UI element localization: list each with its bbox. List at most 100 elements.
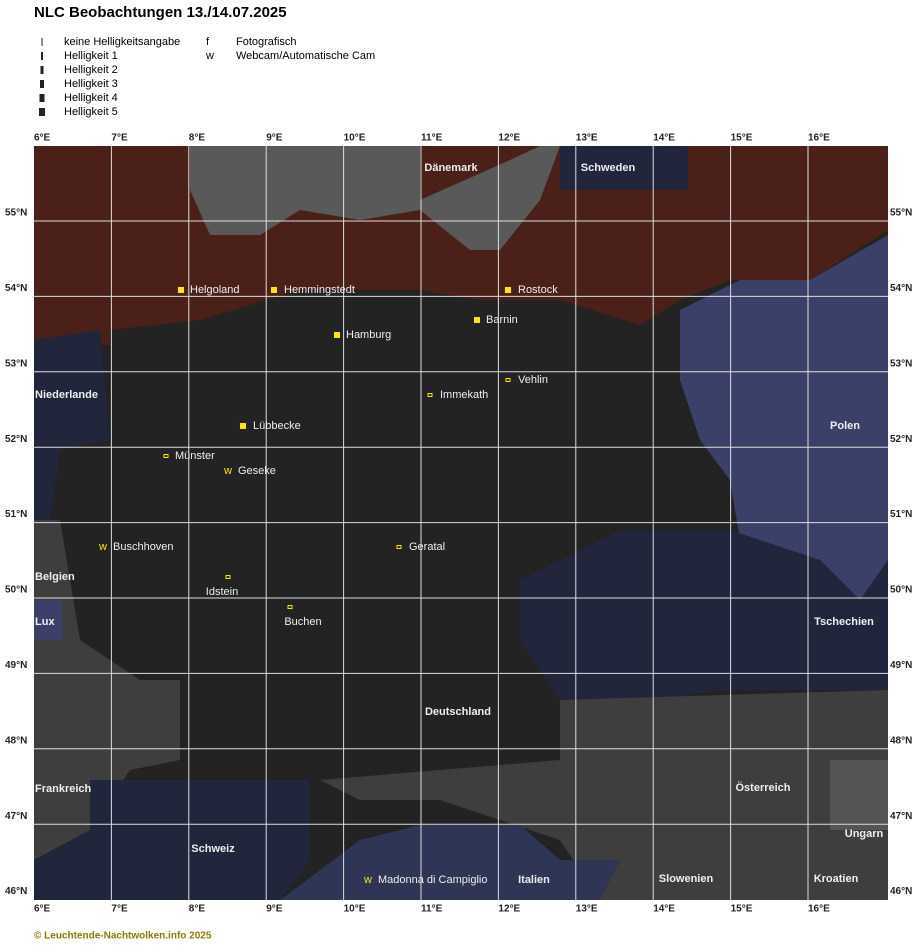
- legend-label: Helligkeit 2: [64, 64, 118, 76]
- lat-label: 53°N: [890, 358, 912, 369]
- station-label: Geseke: [238, 465, 276, 477]
- legend-symbol: w: [205, 50, 214, 62]
- legend-label: Helligkeit 5: [64, 106, 118, 118]
- country-label: Deutschland: [425, 706, 491, 718]
- lat-label: 54°N: [5, 283, 27, 294]
- station-marker: [178, 287, 184, 293]
- lat-label: 55°N: [5, 208, 27, 219]
- station-marker: [505, 287, 511, 293]
- lat-label: 54°N: [890, 283, 912, 294]
- country-label: Frankreich: [35, 783, 92, 795]
- station-marker: [240, 423, 246, 429]
- lat-label: 52°N: [890, 434, 912, 445]
- country-label: Dänemark: [424, 162, 478, 174]
- footer: © Leuchtende-Nachtwolken.info 2025: [34, 931, 212, 942]
- country-label: Italien: [518, 874, 550, 886]
- country-label: Kroatien: [814, 873, 859, 885]
- country-label: Ungarn: [845, 828, 884, 840]
- lat-label: 47°N: [890, 811, 912, 822]
- lon-label: 6°E: [34, 133, 51, 144]
- station-label: Barnin: [486, 314, 518, 326]
- lon-label: 14°E: [653, 904, 675, 915]
- lon-label: 15°E: [731, 904, 753, 915]
- lon-label: 10°E: [344, 904, 366, 915]
- lat-label: 48°N: [890, 735, 912, 746]
- legend-label: Webcam/Automatische Cam: [236, 50, 375, 62]
- station-marker: w: [223, 465, 232, 477]
- country-label: Niederlande: [35, 389, 98, 401]
- station-label: Idstein: [206, 586, 238, 598]
- legend-symbol: [40, 80, 44, 88]
- legend-label: keine Helligkeitsangabe: [64, 36, 180, 48]
- country-label: Tschechien: [814, 616, 874, 628]
- station-label: Helgoland: [190, 284, 240, 296]
- country-label: Schweiz: [191, 843, 235, 855]
- country-label: Österreich: [735, 781, 790, 794]
- country-label: Schweden: [581, 162, 636, 174]
- lon-label: 16°E: [808, 904, 830, 915]
- station-label: Madonna di Campiglio: [378, 874, 487, 886]
- legend-label: Helligkeit 4: [64, 92, 118, 104]
- legend-symbol: [41, 38, 43, 46]
- lon-label: 9°E: [266, 904, 283, 915]
- lat-label: 48°N: [5, 735, 27, 746]
- legend-symbol: f: [206, 36, 210, 48]
- legend-label: Helligkeit 3: [64, 78, 118, 90]
- lat-label: 52°N: [5, 434, 27, 445]
- station-label: Hamburg: [346, 329, 391, 341]
- lon-label: 11°E: [421, 133, 443, 144]
- station-label: Geratal: [409, 541, 445, 553]
- country-label: Polen: [830, 420, 860, 432]
- country-label: Slowenien: [659, 873, 714, 885]
- lon-label: 12°E: [498, 904, 520, 915]
- lat-label: 47°N: [5, 811, 27, 822]
- station-label: Vehlin: [518, 374, 548, 386]
- legend-symbol: [39, 108, 45, 116]
- lat-label: 46°N: [890, 886, 912, 897]
- legend-symbol: [39, 94, 45, 102]
- lat-label: 55°N: [890, 208, 912, 219]
- station-marker: [505, 378, 511, 382]
- station-marker: [271, 287, 277, 293]
- legend-symbol: [41, 52, 43, 60]
- station-label: Hemmingstedt: [284, 284, 355, 296]
- lon-label: 7°E: [111, 904, 128, 915]
- station-label: Rostock: [518, 284, 558, 296]
- title: NLC Beobachtungen 13./14.07.2025: [34, 4, 287, 21]
- station-marker: [396, 545, 402, 549]
- station-label: Buschhoven: [113, 541, 174, 553]
- legend-symbol: [40, 66, 44, 74]
- country-label: Lux: [35, 616, 55, 628]
- station-label: Münster: [175, 450, 215, 462]
- station-label: Lübbecke: [253, 420, 301, 432]
- station-label: Buchen: [284, 616, 321, 628]
- legend: keine Helligkeitsangabe Helligkeit 1 Helli…: [39, 36, 375, 118]
- lat-label: 50°N: [890, 585, 912, 596]
- lat-label: 50°N: [5, 585, 27, 596]
- lon-label: 9°E: [266, 133, 283, 144]
- lon-label: 11°E: [421, 904, 443, 915]
- lon-label: 7°E: [111, 133, 128, 144]
- lon-label: 8°E: [189, 904, 206, 915]
- station-marker: [225, 575, 231, 579]
- lon-label: 6°E: [34, 904, 51, 915]
- lat-label: 51°N: [5, 509, 27, 520]
- station-marker: [334, 332, 340, 338]
- lon-label: 13°E: [576, 133, 598, 144]
- lon-label: 8°E: [189, 133, 206, 144]
- grid: 6°E 6°E 7°E 7°E 8°E 8°E 9°E 9°E 10°E 10°E 11°E 11°E…: [5, 133, 912, 915]
- lon-label: 13°E: [576, 904, 598, 915]
- station-marker: w: [98, 541, 107, 553]
- station-marker: [427, 393, 433, 397]
- station-marker: [287, 605, 293, 609]
- legend-label: Helligkeit 1: [64, 50, 118, 62]
- lon-label: 14°E: [653, 133, 675, 144]
- lon-label: 15°E: [731, 133, 753, 144]
- lat-label: 49°N: [5, 660, 27, 671]
- country-label: Belgien: [35, 571, 75, 583]
- legend-label: Fotografisch: [236, 36, 297, 48]
- lat-label: 46°N: [5, 886, 27, 897]
- station-marker: [163, 454, 169, 458]
- lat-label: 53°N: [5, 358, 27, 369]
